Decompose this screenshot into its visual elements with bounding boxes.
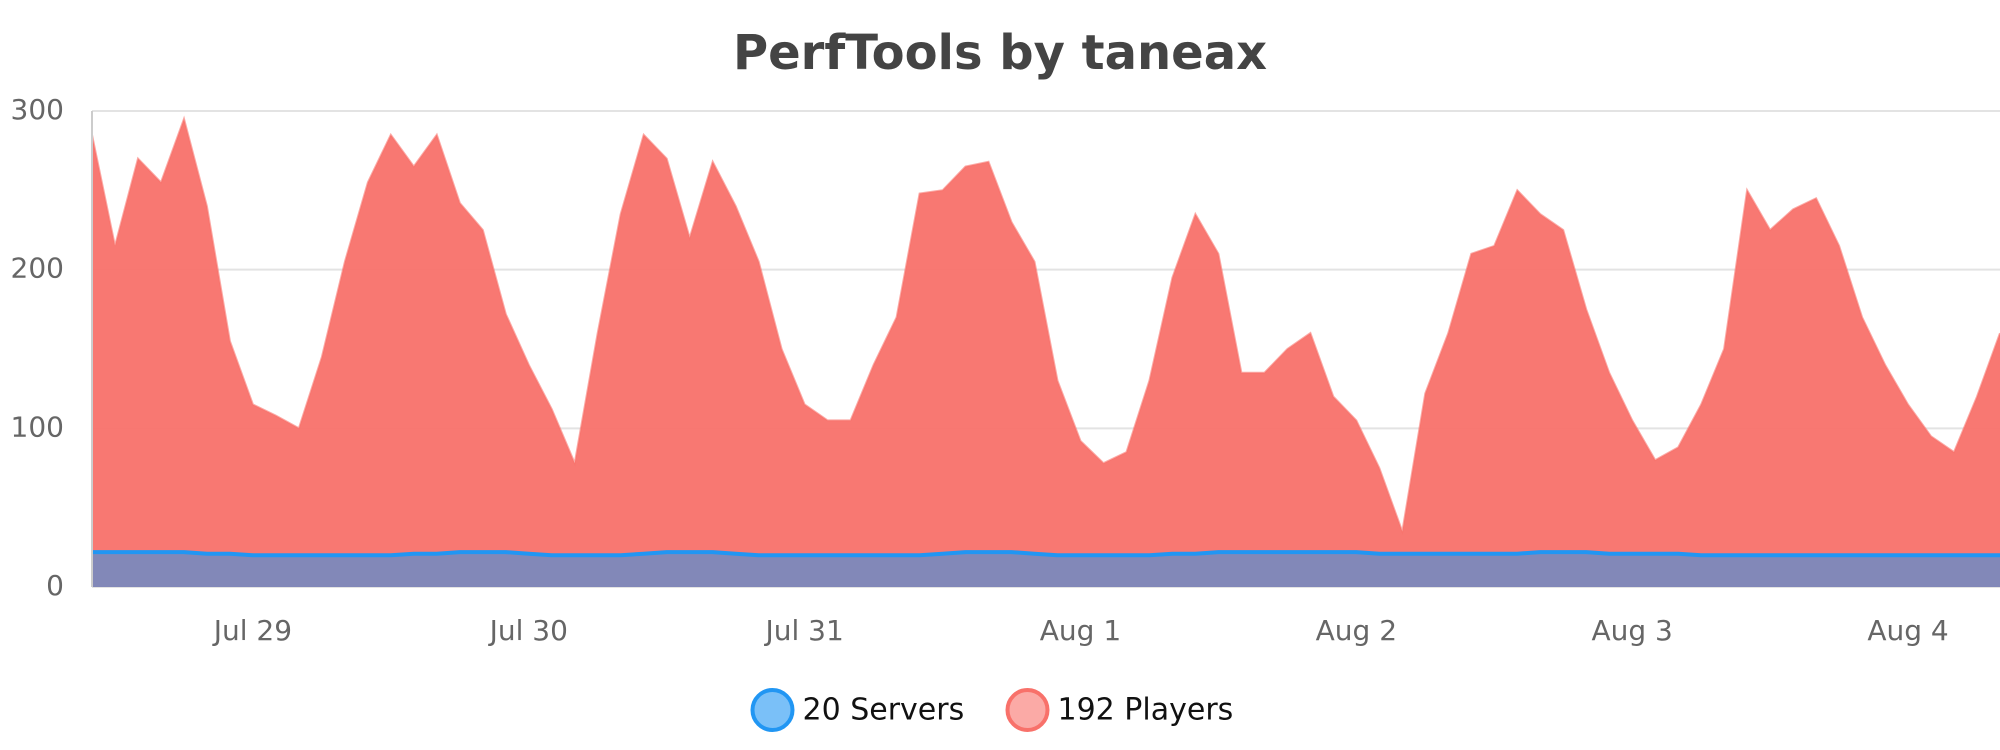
legend: 20 Servers 192 Players [750,688,1234,732]
y-tick-label: 300 [11,93,64,126]
y-tick-label: 200 [11,252,64,285]
area-line [92,550,2000,558]
legend-marker [1005,688,1050,732]
legend-label: 20 Servers [803,693,965,728]
y-tick-label: 0 [46,569,64,602]
x-tick-label: Aug 3 [1591,614,1672,647]
x-tick-label: Jul 29 [212,614,292,647]
x-tick-label: Jul 31 [763,614,843,647]
x-tick-label: Aug 4 [1867,614,1948,647]
x-tick-label: Aug 1 [1040,614,1121,647]
area-fill [92,552,2000,587]
area-line [91,115,2000,536]
area-fill [92,118,2000,588]
legend-marker [750,688,795,732]
x-tick-label: Jul 30 [488,614,568,647]
legend-label: 192 Players [1058,693,1234,728]
x-tick-label: Aug 2 [1316,614,1397,647]
chart-title: PerfTools by taneax [733,25,1267,81]
y-tick-label: 100 [11,410,64,443]
